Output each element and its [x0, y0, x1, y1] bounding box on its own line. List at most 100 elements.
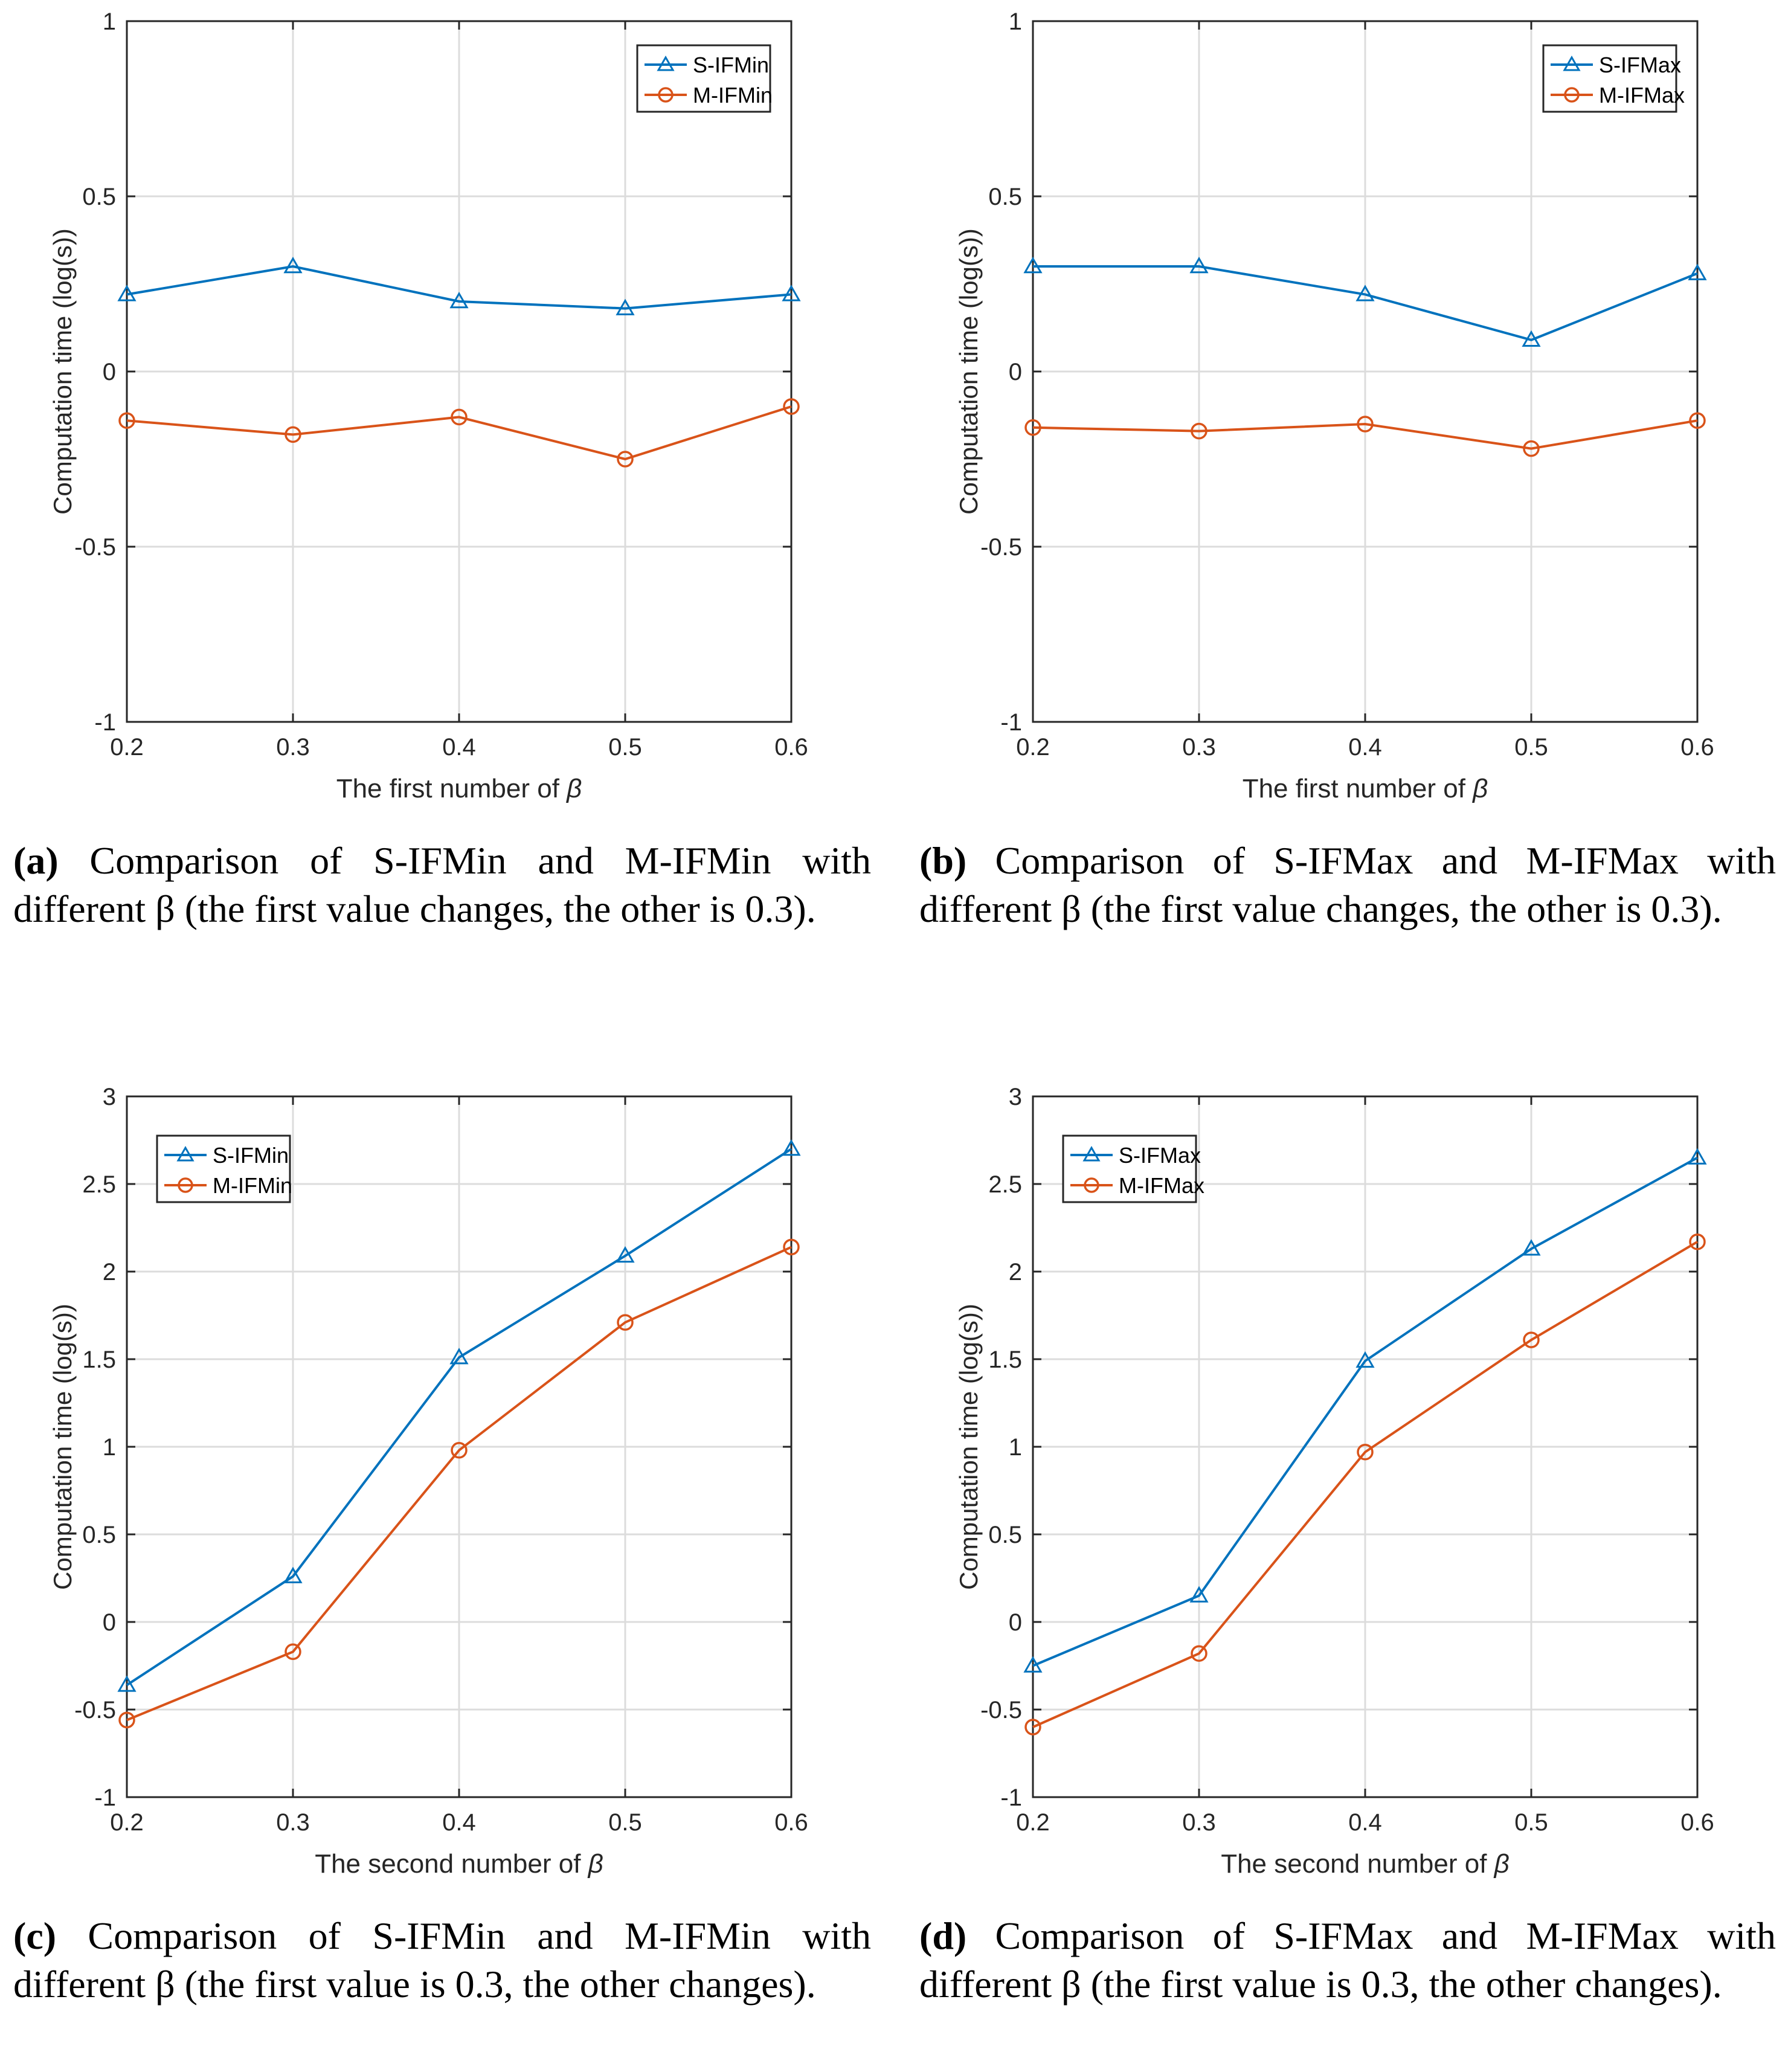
series-line-M-IFMin — [126, 1246, 792, 1722]
caption-c-label: (c) — [13, 1914, 57, 1957]
series-line-M-IFMax — [1032, 1240, 1699, 1728]
x-tick-label: 0.6 — [1680, 734, 1714, 761]
caption-b-text: Comparison of S-IFMax and M-IFMax with d… — [919, 839, 1776, 930]
data-point-S-IFMin — [782, 285, 801, 301]
x-tick-label: 0.2 — [1016, 734, 1050, 761]
chart-a: 1 0.5 0 -0.5 -10.2 0.3 0.4 0.5 0.6 The first numb… — [48, 8, 808, 803]
x-tick-label: 0.3 — [1182, 1809, 1216, 1836]
x-axis-label: The second number of β — [315, 1849, 603, 1879]
data-point-S-IFMax — [1023, 1656, 1043, 1673]
y-axis-label: Computation time (log(s)) — [954, 1304, 983, 1590]
x-tick-label: 0.4 — [1348, 1809, 1382, 1836]
x-axis-label-prefix: The first number of — [1243, 774, 1473, 803]
x-tick-label: 0.6 — [774, 734, 808, 761]
chart-panel-d: 3 2.5 2 1.5 1 0.5 0 -0.5 -1 0.2 0.3 0.4 0.5 0.6 The se… — [906, 1075, 1791, 1879]
data-point-S-IFMin — [616, 1246, 635, 1263]
legend-marker-M-IFMin — [178, 1177, 193, 1193]
data-point-M-IFMin — [783, 398, 800, 415]
y-tick-label: 0.5 — [82, 1522, 116, 1548]
caption-d: (d) Comparison of S-IFMax and M-IFMax wi… — [919, 1912, 1776, 2009]
y-tick-label: -0.5 — [980, 1697, 1022, 1723]
data-point-S-IFMax — [1189, 256, 1209, 274]
y-axis-label: Computation time (log(s)) — [954, 228, 983, 515]
legend: S-IFMax M-IFMax — [1062, 1134, 1204, 1203]
legend-box — [1062, 1134, 1197, 1203]
chart-d: 3 2.5 2 1.5 1 0.5 0 -0.5 -10.2 0.3 0.4 0.5 0.6 The se… — [954, 1084, 1714, 1879]
y-tick-label: -1 — [94, 1784, 116, 1811]
y-tick-label: 3 — [103, 1084, 116, 1110]
x-tick-label: 0.3 — [1182, 734, 1216, 761]
data-point-S-IFMin — [283, 1566, 303, 1583]
data-point-M-IFMax — [1024, 419, 1041, 436]
legend-marker-M-IFMax — [1564, 87, 1580, 103]
y-tick-label: 1 — [103, 1434, 116, 1461]
caption-c-text: Comparison of S-IFMin and M-IFMin with d… — [13, 1914, 871, 2006]
y-axis-label: Computation time (log(s)) — [48, 1304, 77, 1590]
data-point-S-IFMax — [1688, 1148, 1707, 1165]
y-tick-label: 1 — [103, 8, 116, 35]
legend: S-IFMin M-IFMin — [156, 1134, 292, 1203]
y-tick-label: 0 — [1009, 1609, 1022, 1636]
data-point-M-IFMax — [1191, 1645, 1207, 1662]
series-line-S-IFMin — [126, 1148, 793, 1687]
chart-panel-c: 3 2.5 2 1.5 1 0.5 0 -0.5 -1 0.2 0.3 0.4 0.5 0.6 The se… — [0, 1075, 895, 1879]
x-tick-label: 0.4 — [442, 734, 476, 761]
legend-label: M-IFMax — [1599, 83, 1685, 108]
data-point-M-IFMax — [1357, 416, 1374, 433]
chart-panel-a: 1 0.5 0 -0.5 -1 0.2 0.3 0.4 0.5 0.6 The first numb… — [0, 0, 895, 803]
y-axis-label: Computation time (log(s)) — [48, 228, 77, 515]
y-tick-label: -0.5 — [74, 1697, 116, 1723]
chart-panel-b: 1 0.5 0 -0.5 -1 0.2 0.3 0.4 0.5 0.6 The first numb… — [906, 0, 1791, 803]
data-point-S-IFMax — [1189, 1586, 1209, 1603]
data-point-M-IFMin — [617, 451, 634, 468]
data-point-M-IFMin — [285, 426, 301, 443]
y-tick-label: 0 — [103, 359, 116, 385]
y-tick-label: 1 — [1009, 1434, 1022, 1461]
series-line-S-IFMax — [1032, 1156, 1698, 1667]
y-tick-label: -0.5 — [74, 534, 116, 561]
series-line-S-IFMax — [1033, 265, 1698, 341]
data-point-M-IFMin — [617, 1314, 634, 1331]
y-tick-label: 2 — [1009, 1259, 1022, 1285]
x-tick-label: 0.6 — [1680, 1809, 1714, 1836]
series-line-M-IFMin — [126, 405, 792, 461]
y-tick-label: 0 — [1009, 359, 1022, 385]
legend-label: S-IFMax — [1119, 1143, 1201, 1168]
x-tick-label: 0.2 — [110, 734, 144, 761]
y-tick-label: 2 — [103, 1259, 116, 1285]
x-axis-label-symbol: β — [565, 774, 582, 803]
chart-c: 3 2.5 2 1.5 1 0.5 0 -0.5 -10.2 0.3 0.4 0.5 0.6 The se… — [48, 1084, 808, 1879]
caption-a: (a) Comparison of S-IFMin and M-IFMin wi… — [13, 837, 871, 933]
data-point-S-IFMin — [449, 291, 469, 309]
x-axis-label-prefix: The second number of — [1221, 1849, 1494, 1879]
y-tick-label: 0 — [103, 1609, 116, 1636]
series-line-M-IFMax — [1032, 419, 1698, 450]
data-point-M-IFMin — [285, 1643, 301, 1661]
legend-label: S-IFMin — [693, 53, 769, 77]
data-point-S-IFMin — [117, 1675, 137, 1692]
y-tick-label: -1 — [1000, 1784, 1022, 1811]
x-axis-label-symbol: β — [1471, 774, 1488, 803]
y-tick-label: 2.5 — [82, 1171, 116, 1198]
y-tick-label: -0.5 — [980, 534, 1022, 561]
series-line-S-IFMin — [126, 265, 792, 310]
x-axis-label: The first number of β — [1243, 774, 1488, 803]
x-tick-label: 0.3 — [276, 734, 310, 761]
y-tick-label: 3 — [1009, 1084, 1022, 1110]
y-tick-label: -1 — [94, 709, 116, 736]
y-tick-label: -1 — [1000, 709, 1022, 736]
y-tick-label: 1.5 — [82, 1346, 116, 1373]
legend-label: M-IFMin — [213, 1173, 292, 1198]
data-point-S-IFMax — [1522, 1239, 1541, 1256]
x-tick-label: 0.2 — [110, 1809, 144, 1836]
data-point-S-IFMax — [1023, 256, 1043, 274]
legend-box — [1542, 44, 1677, 113]
data-point-M-IFMin — [118, 1711, 135, 1729]
caption-d-text: Comparison of S-IFMax and M-IFMax with d… — [919, 1914, 1776, 2006]
caption-b-label: (b) — [919, 839, 967, 882]
x-tick-label: 0.6 — [774, 1809, 808, 1836]
x-tick-label: 0.4 — [442, 1809, 476, 1836]
legend-marker-M-IFMax — [1084, 1177, 1099, 1193]
data-point-M-IFMax — [1689, 1233, 1706, 1250]
legend-label: S-IFMax — [1599, 53, 1681, 77]
